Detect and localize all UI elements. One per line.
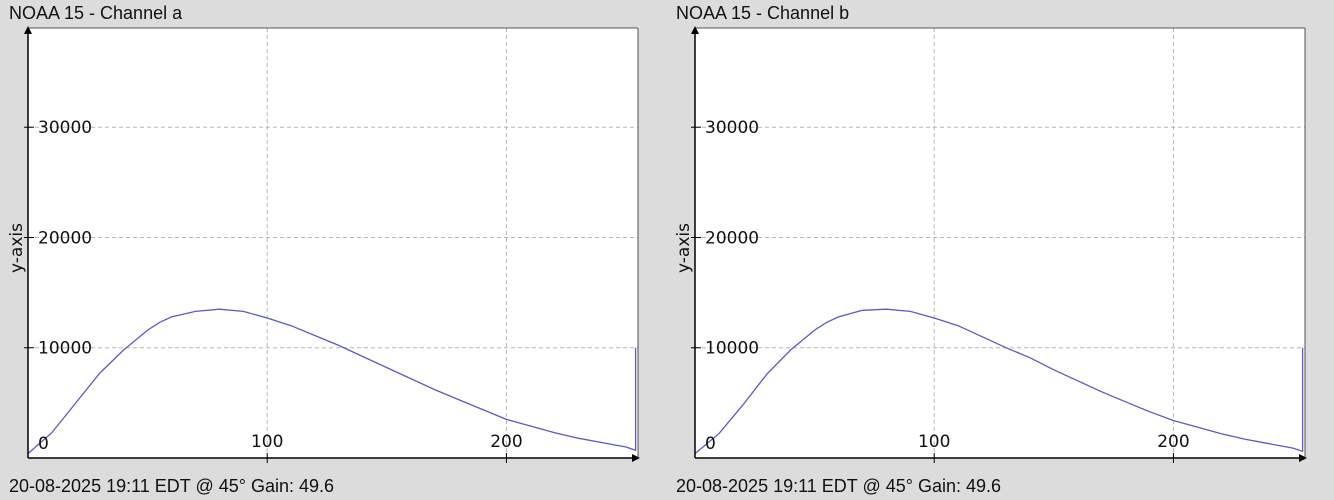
y-tick-label: 20000 [38, 228, 92, 248]
chart-panel-channel-a: NOAA 15 - Channel a 0 10000 20000 30000 100 2… [7, 3, 640, 496]
data-series-line [694, 308, 1304, 455]
chart-title: NOAA 15 - Channel b [676, 3, 850, 23]
x-tick-label: 100 [251, 432, 283, 452]
y-tick-label: 30000 [705, 118, 759, 138]
y-axis-arrow [24, 26, 32, 34]
y-axis-arrow [691, 26, 699, 34]
chart-footer: 20-08-2025 19:11 EDT @ 45° Gain: 49.6 [676, 476, 1002, 496]
plot-area [695, 28, 1305, 458]
plot-area [28, 28, 638, 458]
y-tick-label: 20000 [705, 228, 759, 248]
x-axis-arrow [1299, 454, 1307, 462]
chart-title: NOAA 15 - Channel a [9, 3, 183, 23]
x-tick-label: 200 [1157, 432, 1189, 452]
x-tick-label: 200 [490, 432, 522, 452]
chart-footer: 20-08-2025 19:11 EDT @ 45° Gain: 49.6 [9, 476, 335, 496]
y-axis-title: y-axis [674, 223, 694, 273]
x-tick-label: 100 [918, 432, 950, 452]
chart-panel-channel-b: NOAA 15 - Channel b 0 10000 20000 30000 100 2… [667, 0, 1334, 500]
y-tick-label: 10000 [705, 339, 759, 359]
data-series-line [27, 308, 637, 455]
y-tick-label: 0 [38, 434, 49, 454]
chart-plot-channel-b: 0 10000 20000 30000 100 200 y-axis [674, 26, 1307, 463]
y-axis-title: y-axis [7, 223, 27, 273]
y-tick-label: 10000 [38, 339, 92, 359]
x-axis-arrow [632, 454, 640, 462]
chart-plot-channel-a: 0 10000 20000 30000 100 200 y-axis [7, 26, 640, 463]
y-tick-label: 0 [705, 434, 716, 454]
y-tick-label: 30000 [38, 118, 92, 138]
